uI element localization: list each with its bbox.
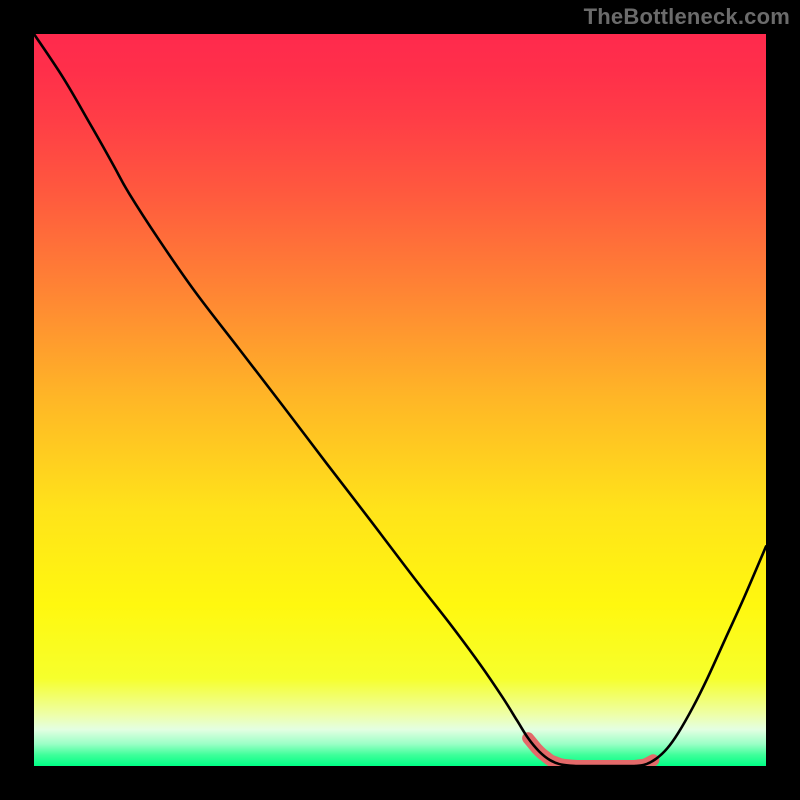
chart-canvas: TheBottleneck.com — [0, 0, 800, 800]
watermark-text: TheBottleneck.com — [584, 4, 790, 30]
bottleneck-plot — [0, 0, 800, 800]
gradient-background — [34, 34, 766, 766]
